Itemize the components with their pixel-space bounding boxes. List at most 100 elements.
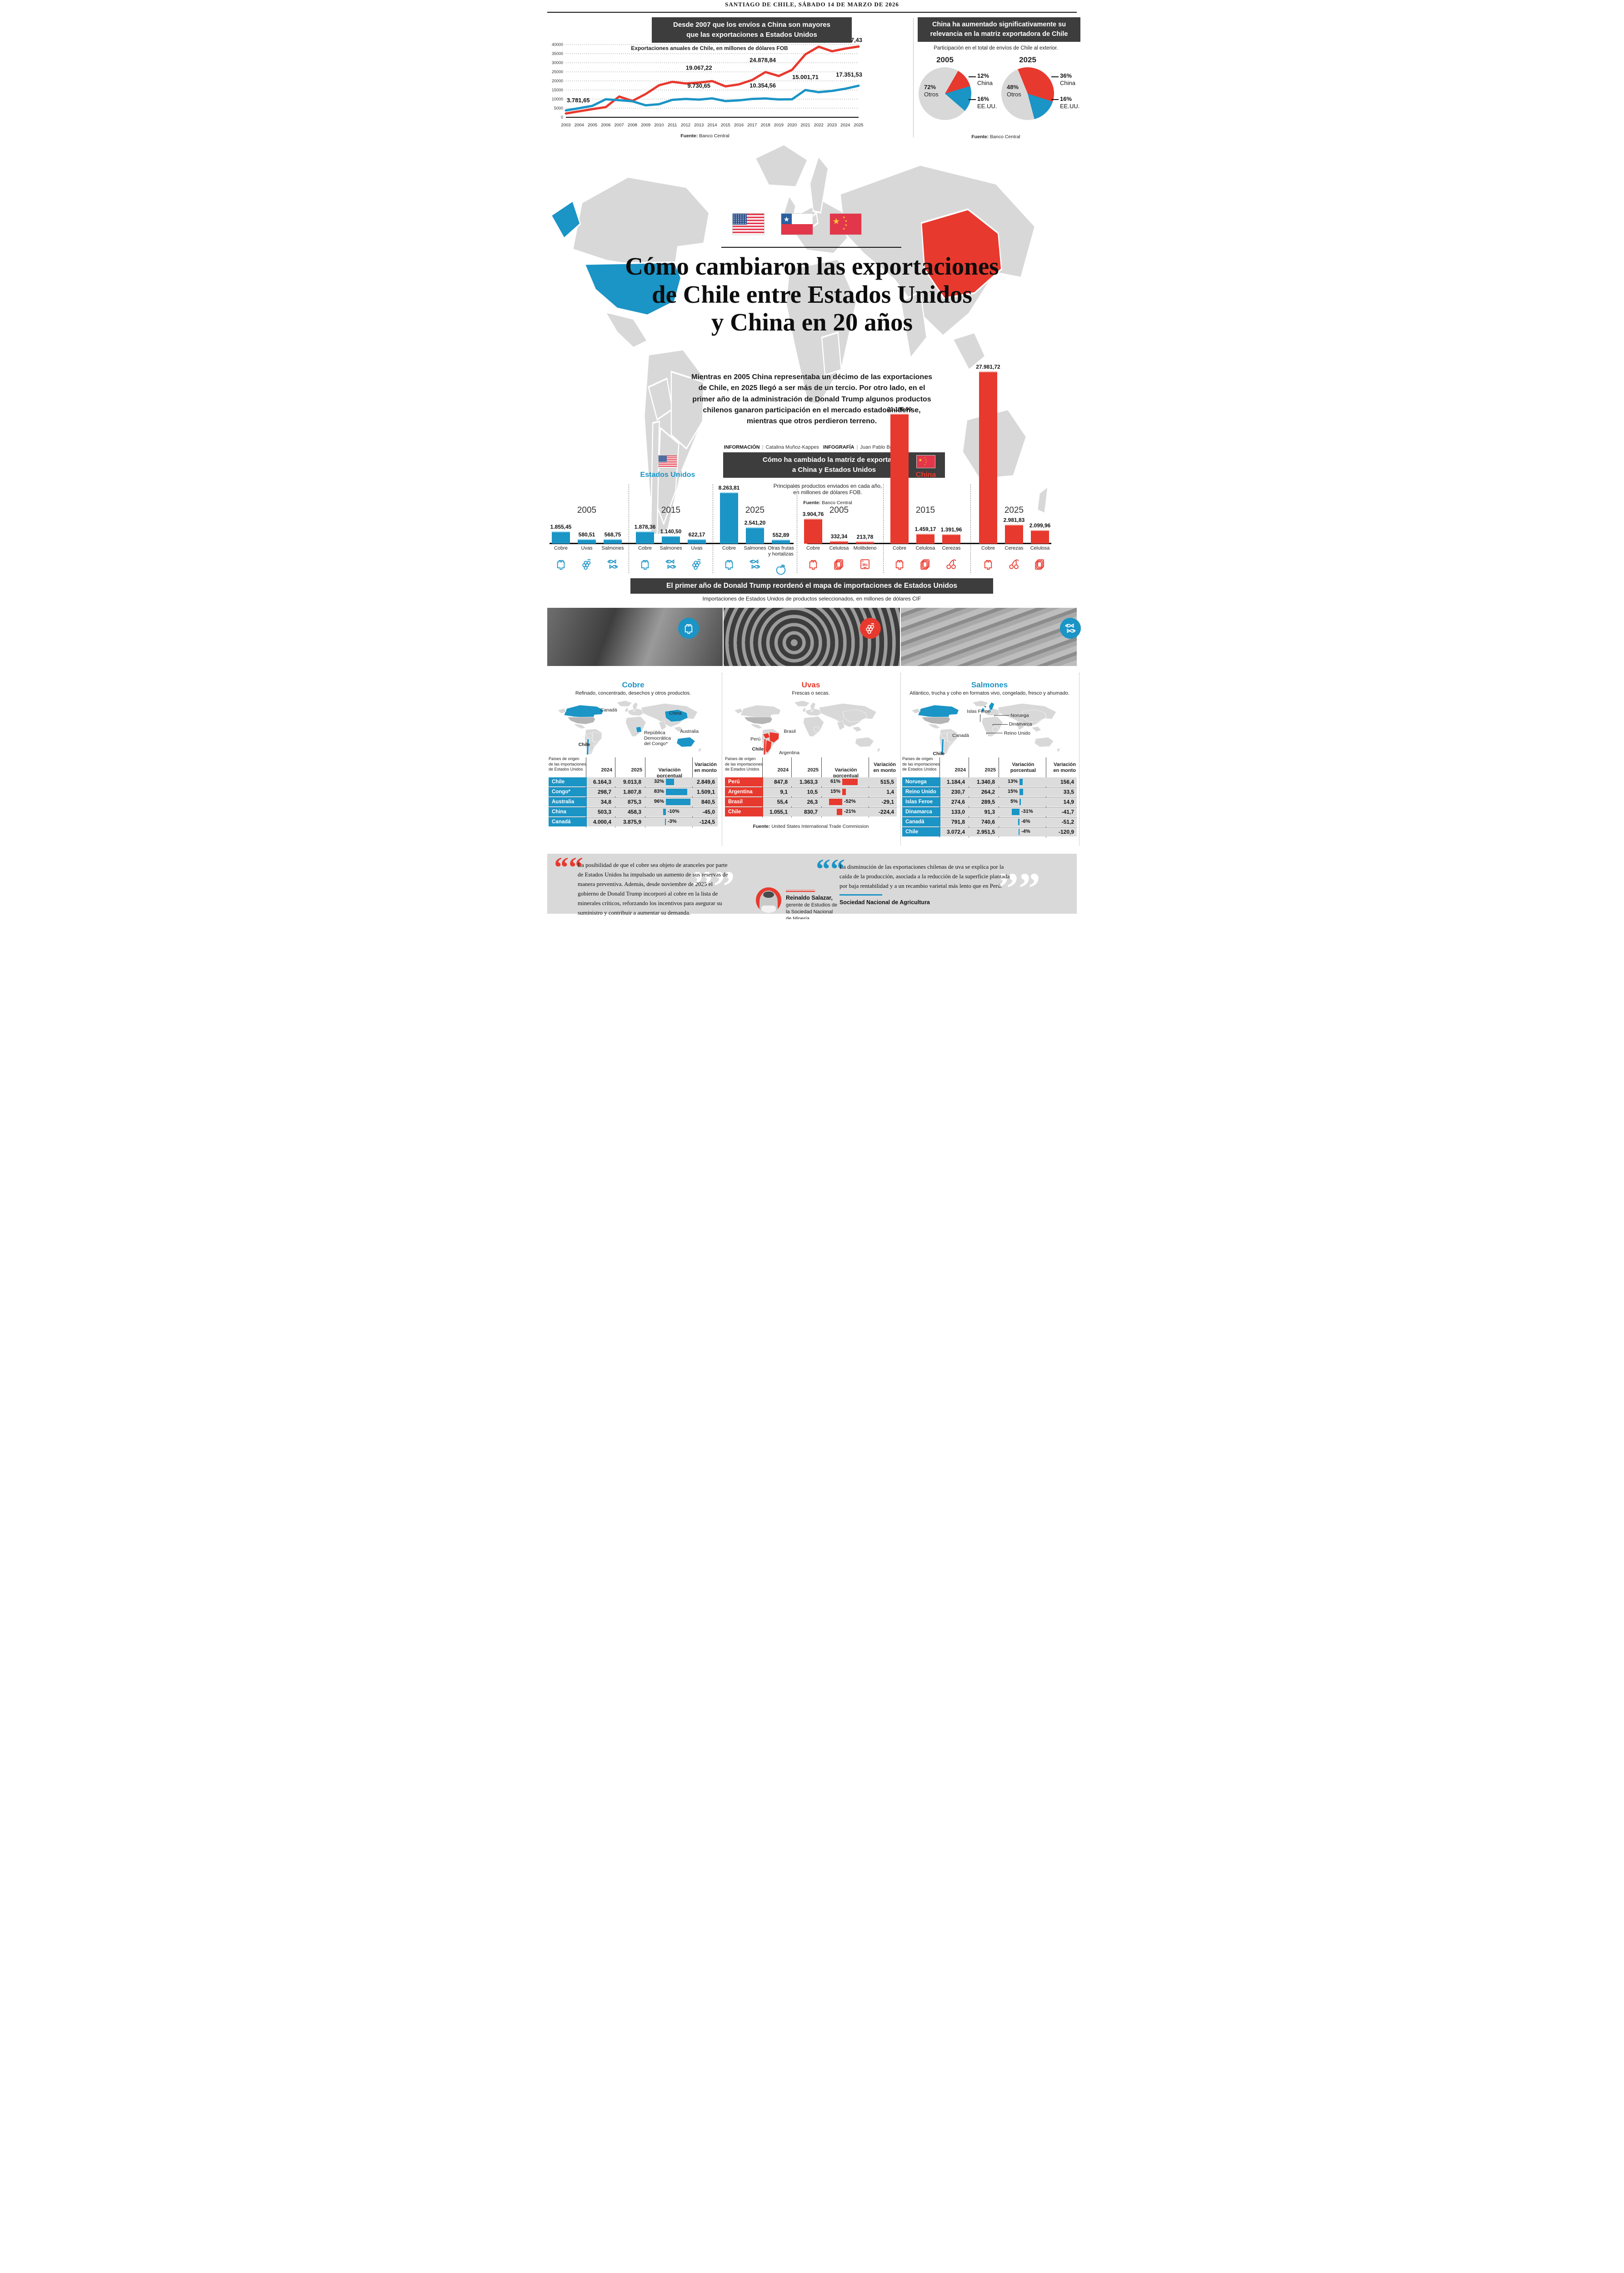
- row-2024: 133,0: [951, 809, 965, 815]
- table-source: Fuente: United States International Trad…: [753, 824, 869, 829]
- cherries-icon: [1009, 559, 1019, 569]
- bar-value: 552,89: [772, 531, 790, 538]
- svg-text:2022: 2022: [814, 123, 824, 128]
- bar-label: Uvas: [691, 546, 703, 551]
- world-map-svg: [734, 700, 881, 755]
- svg-text:★: ★: [924, 456, 926, 459]
- svg-text:Mo: Mo: [862, 563, 868, 567]
- bar: [1005, 524, 1023, 544]
- mini-map-uvas: Brasil Perú Chile Argentina: [731, 699, 890, 758]
- row-amt: 2.849,6: [696, 779, 715, 785]
- svg-text:2007: 2007: [615, 123, 624, 128]
- map-label: República Democrática del Congo*: [644, 730, 671, 746]
- svg-text:2015: 2015: [721, 123, 730, 128]
- bar-label: Molibdeno: [853, 546, 877, 551]
- row-amt: -41,7: [1061, 809, 1074, 815]
- apple-icon: [776, 564, 786, 575]
- bar-label: Celulosa: [829, 546, 849, 551]
- svg-text:2004: 2004: [575, 123, 584, 128]
- fish-icon: [607, 559, 618, 569]
- row-pct-bar: [837, 809, 842, 815]
- map-label: Canadá: [600, 707, 617, 713]
- svg-text:★: ★: [844, 224, 847, 227]
- bar-label: Cobre: [806, 546, 820, 551]
- bar: [662, 536, 680, 544]
- author-rule: [839, 894, 882, 896]
- grapes-icon: [866, 623, 874, 634]
- quote-band: [547, 854, 1077, 914]
- bar: [856, 541, 874, 544]
- bar: [772, 539, 790, 544]
- map-label: Reino Unido: [1004, 730, 1030, 736]
- row-bg: [940, 787, 1077, 796]
- map-leader-line: [994, 715, 1009, 717]
- chile-flag-icon: ★: [781, 213, 813, 235]
- svg-text:2009: 2009: [641, 123, 650, 128]
- bar-icon: [1034, 558, 1046, 570]
- bar-icon: [807, 558, 819, 570]
- row-pct-bar: [665, 819, 666, 825]
- bar-label: Salmones: [744, 546, 766, 551]
- bar: [688, 539, 706, 544]
- map-label: Dinamarca: [1009, 721, 1032, 727]
- row-bg: [763, 787, 897, 796]
- row-2024: 6.164,3: [593, 779, 611, 785]
- line-chart-banner: Desde 2007 que los envíos a China son ma…: [652, 17, 852, 43]
- row-2024: 3.072,4: [946, 829, 965, 835]
- group-divider: [970, 484, 971, 573]
- masthead-rule: [547, 12, 1077, 13]
- fish-icon: [665, 559, 676, 569]
- row-pct-label: 13%: [1007, 779, 1018, 784]
- row-bg: [587, 807, 718, 816]
- fish-icon: [750, 559, 760, 569]
- row-pct-label: -4%: [1021, 829, 1030, 834]
- col-var-amt: Variación en monto: [694, 762, 717, 774]
- row-bg: [763, 807, 897, 816]
- row-2024: 55,4: [777, 799, 788, 805]
- line-chart-subtitle: Exportaciones anuales de Chile, en millo…: [631, 45, 788, 51]
- line-chart-svg: 0 5000 10000 15000 20000 25000 30000 35000 40000…: [552, 36, 864, 128]
- svg-text:2014: 2014: [707, 123, 717, 128]
- svg-text:2018: 2018: [761, 123, 770, 128]
- row-2025: 2.951,5: [976, 829, 995, 835]
- svg-text:0: 0: [561, 115, 563, 120]
- row-pct-bar: [1019, 789, 1024, 795]
- cellulose-icon: [834, 559, 844, 570]
- bar: [604, 539, 622, 544]
- row-pct-label: 32%: [654, 779, 664, 784]
- row-pct-label: 5%: [1010, 799, 1018, 804]
- line-chart: 0 5000 10000 15000 20000 25000 30000 35000 40000…: [544, 36, 864, 132]
- bar-icon: [894, 558, 905, 570]
- row-bg: [940, 777, 1077, 786]
- pies-source: Fuente: Banco Central: [971, 134, 1020, 140]
- bar: [746, 527, 764, 544]
- row-pct-bar: [1011, 809, 1019, 815]
- pies-banner: China ha aumentado significativamente su…: [918, 17, 1080, 42]
- year-heading: 2025: [745, 506, 765, 515]
- bar: [552, 531, 570, 544]
- bar-value: 2.541,20: [744, 519, 766, 526]
- row-bg: [940, 807, 1077, 816]
- usa-flag-icon: [732, 213, 765, 235]
- row-2025: 875,3: [627, 799, 641, 805]
- pies-subtitle: Participación en el total de envíos de C…: [934, 45, 1058, 51]
- mini-map-salmones: Islas Feroe Noruega Dinamarca Reino Unido Ca…: [909, 699, 1070, 758]
- pie-chart-2025: 2025 48% Otros 36% China 16% EE.UU.: [1000, 55, 1080, 133]
- us-flag: [658, 455, 677, 468]
- row-bg: [587, 777, 718, 786]
- row-bg: [940, 797, 1077, 806]
- row-pct-label: -6%: [1021, 819, 1030, 824]
- row-country: Islas Feroe: [902, 797, 940, 806]
- map-label: Brasil: [784, 729, 796, 734]
- bar-value: 21.106,90: [887, 406, 912, 412]
- svg-text:★: ★: [925, 461, 927, 463]
- photo-2: [901, 608, 1077, 666]
- col-var-pct: Variación porcentual: [1010, 762, 1036, 774]
- map-label: Noruega: [1010, 712, 1029, 718]
- trump-subtitle: Importaciones de Estados Unidos de produ…: [702, 596, 921, 602]
- row-pct-bar: [666, 799, 690, 805]
- copper-icon: [641, 560, 649, 570]
- bar: [916, 534, 934, 544]
- svg-text:3.781,65: 3.781,65: [567, 97, 590, 104]
- intro-paragraph: Mientras en 2005 China representaba un d…: [691, 373, 932, 426]
